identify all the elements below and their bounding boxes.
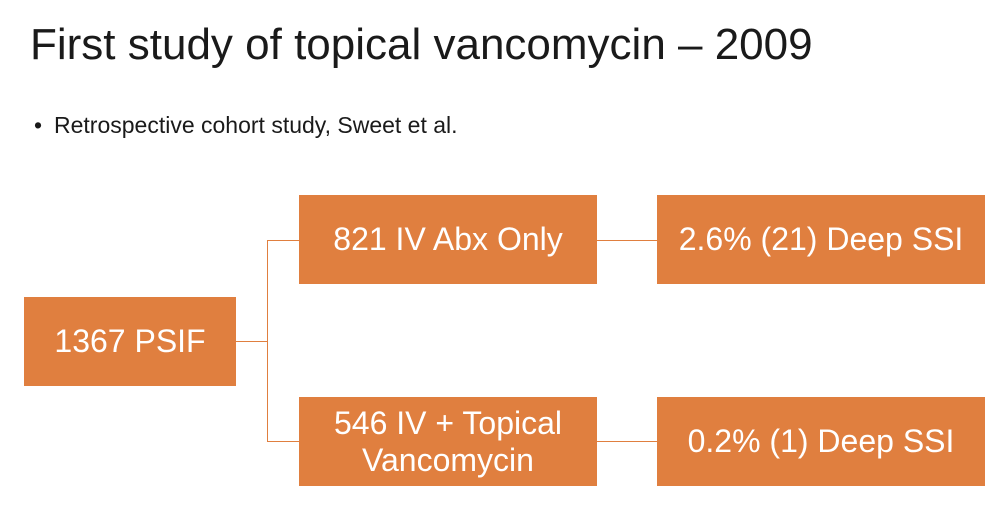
- connector-root-to-trunk: [236, 341, 268, 342]
- slide-title: First study of topical vancomycin – 2009: [30, 20, 813, 69]
- group-label: 821 IV Abx Only: [333, 221, 563, 258]
- connector-trunk-to-top-group: [267, 240, 299, 241]
- outcome-box-iv-only: 2.6% (21) Deep SSI: [657, 195, 985, 284]
- group-box-iv-only: 821 IV Abx Only: [299, 195, 597, 284]
- connector-top-group-to-outcome: [597, 240, 657, 241]
- root-label: 1367 PSIF: [54, 323, 206, 360]
- group-box-iv-topical: 546 IV + Topical Vancomycin: [299, 397, 597, 486]
- bullet-list: Retrospective cohort study, Sweet et al.: [34, 112, 458, 139]
- root-box: 1367 PSIF: [24, 297, 236, 386]
- outcome-label: 0.2% (1) Deep SSI: [687, 423, 955, 460]
- bullet-text: Retrospective cohort study, Sweet et al.: [54, 112, 458, 138]
- connector-trunk-to-bottom-group: [267, 441, 299, 442]
- outcome-box-iv-topical: 0.2% (1) Deep SSI: [657, 397, 985, 486]
- connector-trunk-vertical: [267, 240, 268, 442]
- bullet-item: Retrospective cohort study, Sweet et al.: [34, 112, 458, 139]
- outcome-label: 2.6% (21) Deep SSI: [678, 221, 964, 258]
- group-label: 546 IV + Topical Vancomycin: [333, 404, 562, 478]
- connector-bottom-group-to-outcome: [597, 441, 657, 442]
